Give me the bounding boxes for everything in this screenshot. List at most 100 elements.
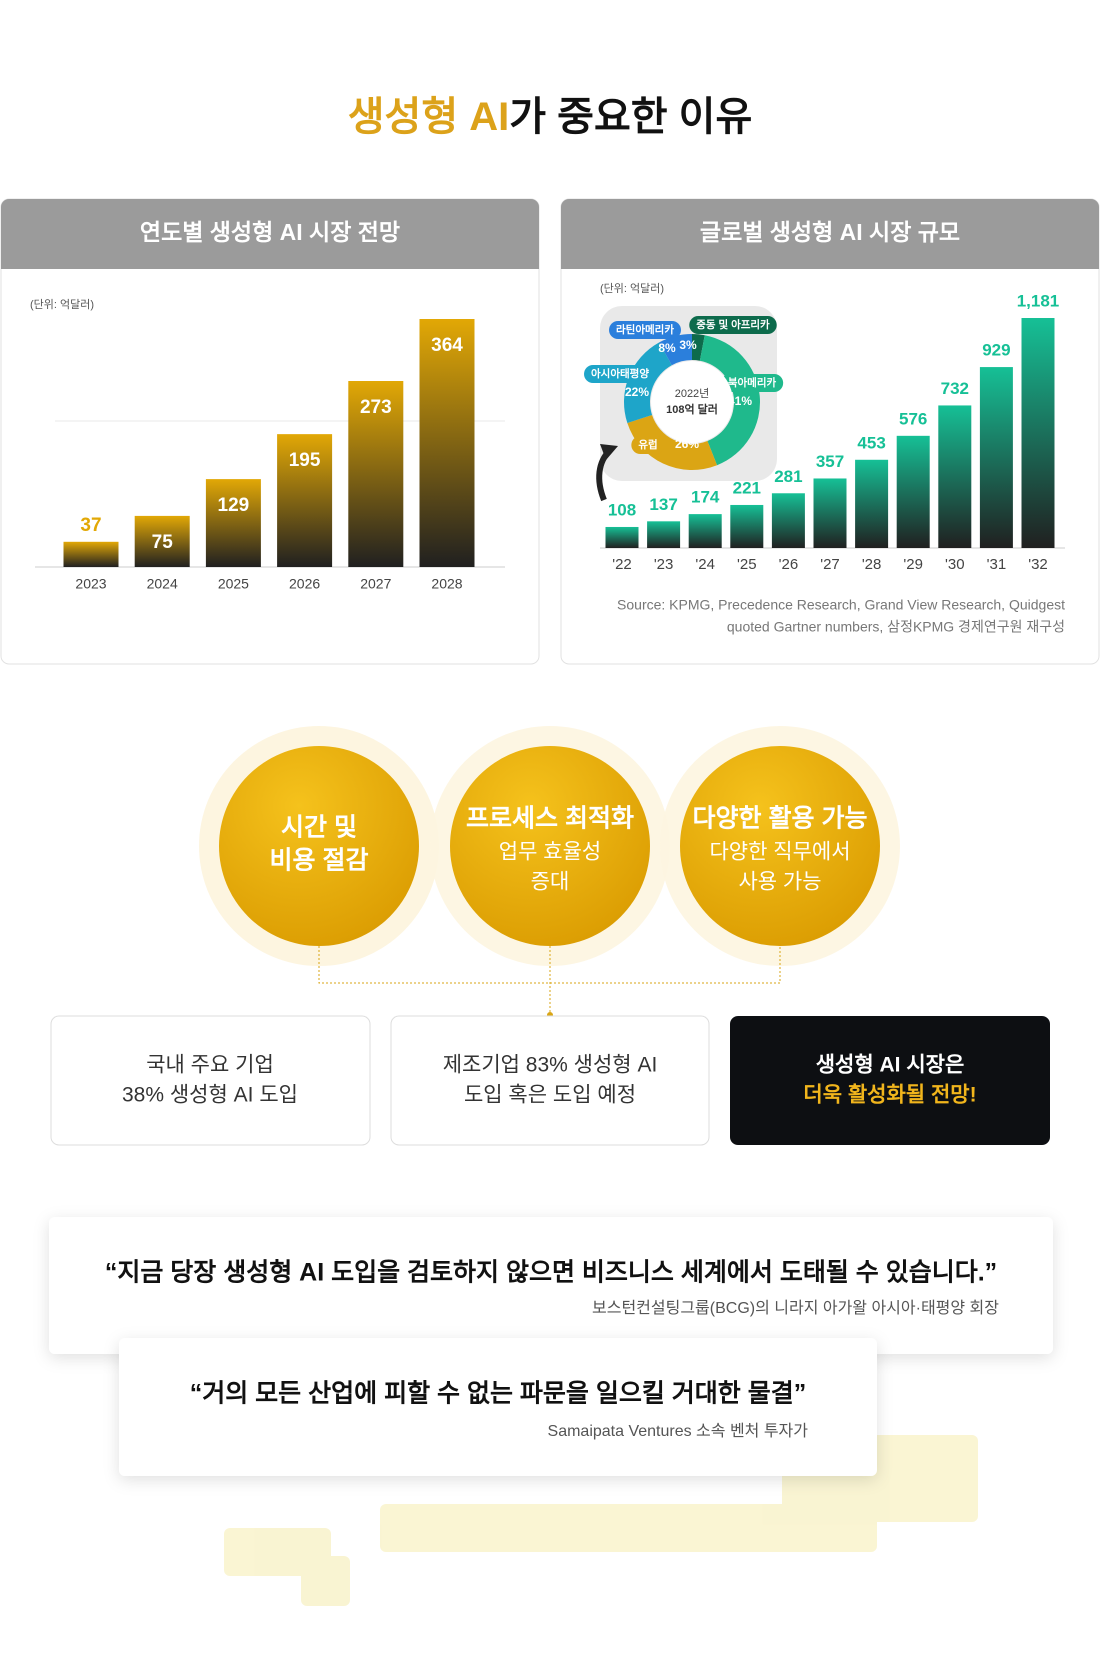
bar (730, 504, 764, 548)
bar (1021, 318, 1055, 548)
value-label: 174 (691, 488, 720, 507)
value-label: 75 (152, 532, 174, 553)
value-label: 195 (289, 450, 321, 471)
bar (205, 479, 261, 567)
quotes: “지금 당장 생성형 AI 도입을 검토하지 않으면 비즈니스 세계에서 도태될… (49, 1217, 1053, 1476)
value-label: 364 (431, 335, 463, 356)
x-tick-label: 2025 (218, 576, 249, 592)
circle-desc: 증대 (531, 871, 570, 894)
bar (896, 435, 930, 548)
x-tick-label: '24 (695, 556, 715, 573)
box-text: 국내 주요 기업 (146, 1054, 274, 1077)
circle-desc: 다양한 직무에서 (709, 841, 850, 864)
center-label: 2022년 (675, 387, 710, 400)
circle-desc: 업무 효율성 (499, 841, 601, 864)
legend-label: 라틴아메리카 (616, 323, 674, 336)
bar (688, 514, 722, 548)
legend-pill (689, 316, 777, 334)
unit-label: (단위: 억달러) (600, 282, 664, 295)
page-title: 생성형 AI가 중요한 이유 (348, 95, 753, 139)
title-highlight: 생성형 AI (348, 95, 510, 139)
x-tick-label: '22 (612, 556, 632, 573)
x-tick-label: '26 (779, 556, 799, 573)
box-text: 38% 생성형 AI 도입 (122, 1084, 298, 1107)
donut-hole (651, 361, 733, 443)
donut-segment (692, 334, 705, 361)
x-tick-label: 2027 (360, 576, 391, 592)
chart-title: 연도별 생성형 AI 시장 전망 (140, 219, 400, 245)
quote: “지금 당장 생성형 AI 도입을 검토하지 않으면 비즈니스 세계에서 도태될… (105, 1259, 997, 1287)
chart-title: 글로벌 생성형 AI 시장 규모 (700, 219, 960, 245)
legend-pill (720, 374, 784, 392)
value-label: 1,181 (1017, 291, 1060, 310)
value-label: 357 (816, 452, 844, 471)
bar (134, 515, 190, 567)
quote: “거의 모든 산업에 피할 수 없는 파문을 일으킬 거대한 물결” (190, 1380, 807, 1408)
center-label: 108억 달러 (666, 402, 718, 416)
x-tick-label: '31 (987, 556, 1007, 573)
bar (813, 478, 847, 548)
legend-label: 중동 및 아프리카 (696, 318, 770, 331)
bar (855, 459, 889, 548)
title-rest: 가 중요한 이유 (509, 95, 752, 139)
value-label: 108 (608, 500, 636, 519)
quote-source: 보스턴컨설팅그룹(BCG)의 니라지 아가왈 아시아·태평양 회장 (592, 1299, 999, 1317)
x-tick-label: '32 (1028, 556, 1048, 573)
box-text: 도입 혹은 도입 예정 (464, 1084, 636, 1107)
value-label: 576 (899, 409, 927, 428)
circle-title: 다양한 활용 가능 (693, 805, 868, 833)
bar (647, 521, 681, 548)
value-label: 129 (218, 495, 250, 516)
value-label: 281 (774, 467, 802, 486)
x-tick-label: 2024 (147, 576, 178, 592)
bar (419, 319, 475, 567)
x-tick-label: 2028 (431, 576, 462, 592)
x-tick-label: '25 (737, 556, 757, 573)
x-tick-label: '28 (862, 556, 882, 573)
value-label: 3% (679, 338, 697, 352)
legend-pill (631, 436, 665, 454)
box-text: 생성형 AI 시장은 (816, 1053, 965, 1077)
x-tick-label: 2026 (289, 576, 320, 592)
box-highlight: 더욱 활성화될 전망! (803, 1084, 976, 1107)
value-label: 22% (625, 385, 649, 399)
box-text: 제조기업 83% 생성형 AI (443, 1054, 658, 1077)
legend-pill (609, 321, 681, 339)
x-tick-label: 2023 (75, 576, 106, 592)
bar (63, 541, 119, 567)
legend-label: 유럽 (638, 438, 657, 451)
bar (277, 434, 333, 567)
arrow-head (600, 444, 618, 460)
x-tick-label: '29 (903, 556, 923, 573)
source: quoted Gartner numbers, 삼정KPMG 경제연구원 재구성 (727, 619, 1065, 635)
source: Source: KPMG, Precedence Research, Grand… (617, 597, 1065, 613)
bar (979, 367, 1013, 548)
bar (605, 526, 639, 548)
x-tick-label: '27 (820, 556, 840, 573)
circle-desc: 사용 가능 (738, 871, 821, 894)
value-label: 8% (658, 341, 676, 355)
unit-label: (단위: 억달러) (30, 298, 94, 311)
facts: 국내 주요 기업 38% 생성형 AI 도입 제조기업 83% 생성형 AI 도… (50, 1015, 1050, 1146)
legend-pill (584, 365, 656, 383)
x-tick-label: '30 (945, 556, 965, 573)
value-label: 732 (941, 379, 969, 398)
legend-label: 아시아태평양 (591, 367, 649, 380)
donut-segment (699, 335, 760, 466)
value-label: 929 (982, 341, 1010, 360)
legend-label: 북아메리카 (728, 376, 777, 389)
x-tick-label: '23 (654, 556, 674, 573)
bar (348, 381, 404, 567)
value-label: 273 (360, 397, 392, 418)
circle-title: 시간 및 (281, 814, 357, 842)
donut-segment (627, 414, 718, 470)
donut-segment (659, 334, 692, 366)
bar (771, 493, 805, 548)
benefits: 시간 및 비용 절감 프로세스 최적화 업무 효율성 증대 다양한 활용 가능 … (199, 726, 900, 1018)
circle-title: 비용 절감 (270, 847, 369, 875)
value-label: 453 (857, 433, 885, 452)
bar (938, 405, 972, 548)
value-label: 221 (733, 478, 761, 497)
circle-title: 프로세스 최적화 (466, 805, 634, 833)
